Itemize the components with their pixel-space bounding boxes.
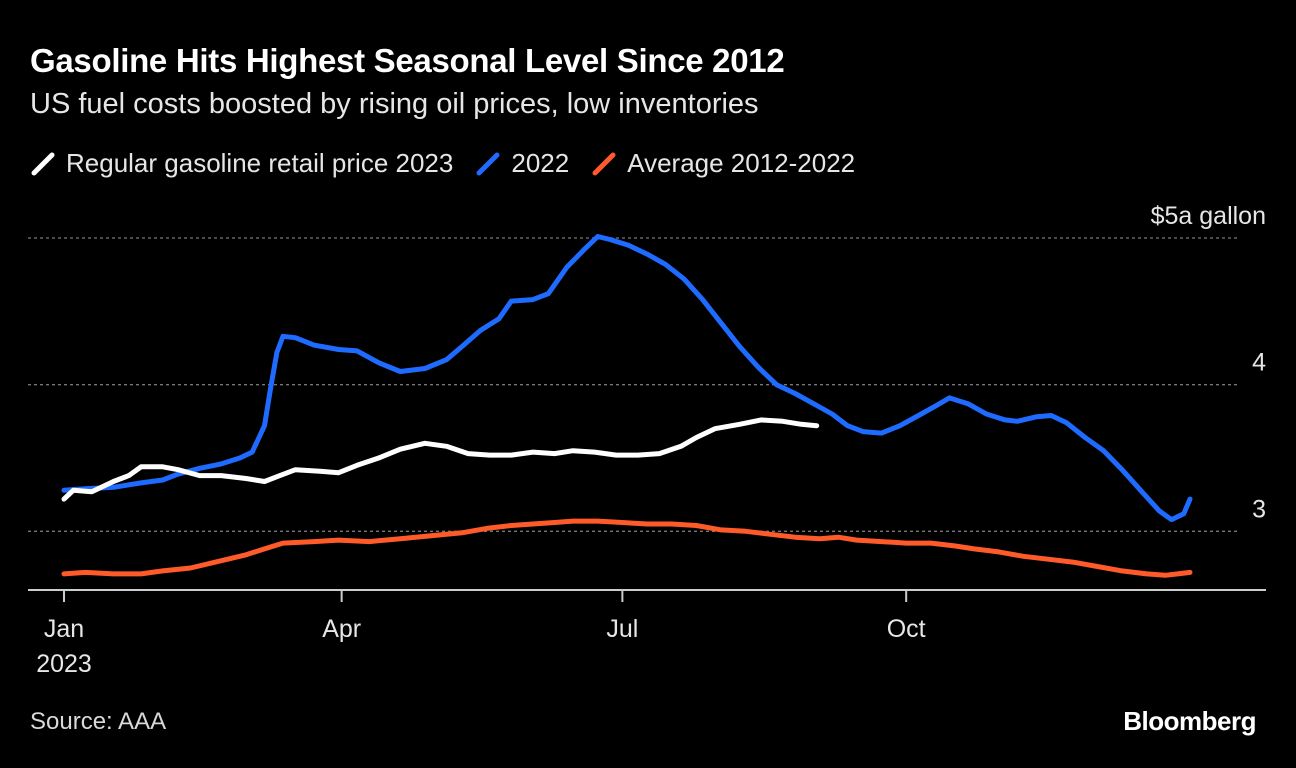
legend-item-2023: Regular gasoline retail price 2023 [30, 148, 453, 179]
brand-logo: Bloomberg [1123, 706, 1256, 736]
series-line-2 [61, 518, 1193, 578]
legend-label-average: Average 2012-2022 [627, 148, 856, 178]
chart-legend: Regular gasoline retail price 2023 2022 … [30, 148, 877, 179]
y-tick-label-3: 3 [1252, 495, 1266, 523]
x-tick-label-3: Oct [887, 615, 926, 643]
x-tick-label-1: Apr [322, 615, 361, 643]
grid-lines [28, 237, 1240, 532]
chart-title: Gasoline Hits Highest Seasonal Level Sin… [30, 42, 785, 79]
legend-item-average: Average 2012-2022 [591, 148, 855, 179]
x-axis: Jan 2023 Apr Jul Oct [28, 589, 1266, 678]
legend-swatch-average [591, 151, 617, 177]
y-tick-label-4: 4 [1252, 349, 1266, 377]
series-line-1 [61, 234, 1193, 523]
y-axis-labels: $5a gallon 4 3 [1151, 202, 1266, 523]
series-lines [61, 234, 1193, 578]
x-tick-label-0: Jan [44, 615, 84, 643]
line-chart: $5a gallon 4 3 Jan 2023 Apr Jul Oct [28, 202, 1266, 678]
legend-item-2022: 2022 [475, 148, 569, 179]
x-tick-label-2: Jul [606, 615, 638, 643]
legend-label-2022: 2022 [511, 148, 570, 178]
series-line-0 [61, 417, 820, 502]
legend-label-2023: Regular gasoline retail price 2023 [66, 148, 454, 178]
source-note: Source: AAA [30, 708, 167, 735]
x-tick-sublabel-0: 2023 [36, 650, 92, 678]
chart-subtitle: US fuel costs boosted by rising oil pric… [30, 88, 759, 120]
legend-swatch-2023 [30, 151, 56, 177]
y-tick-label-5: $5a gallon [1151, 202, 1266, 230]
legend-swatch-2022 [475, 151, 501, 177]
